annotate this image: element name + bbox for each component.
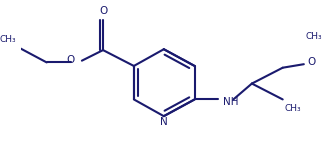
Text: CH₃: CH₃	[284, 104, 301, 113]
Text: O: O	[308, 57, 316, 67]
Text: O: O	[99, 6, 107, 16]
Text: O: O	[67, 55, 75, 65]
Text: CH₃: CH₃	[306, 32, 322, 41]
Text: NH: NH	[223, 97, 238, 107]
Text: N: N	[160, 117, 168, 127]
Text: CH₃: CH₃	[0, 35, 16, 44]
